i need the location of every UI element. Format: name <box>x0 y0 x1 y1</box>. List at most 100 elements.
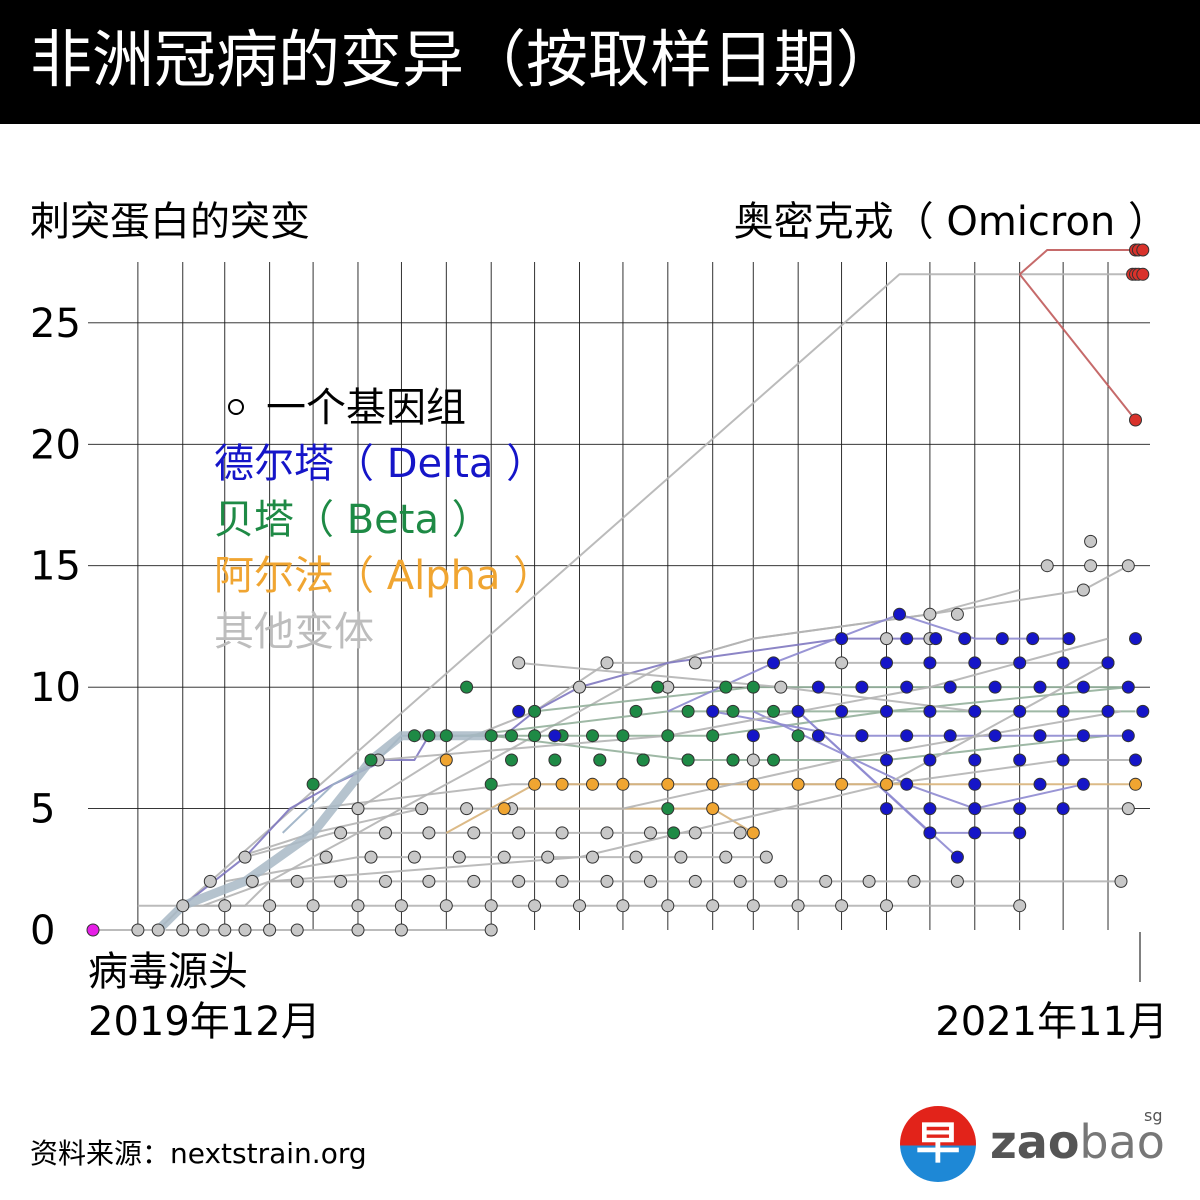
genome-point <box>1129 632 1142 646</box>
legend-genome-row: 一个基因组 <box>214 380 553 436</box>
genome-point <box>600 874 614 888</box>
genome-point <box>1076 777 1090 791</box>
logo-zao: zao <box>990 1115 1080 1169</box>
genome-point <box>351 923 365 937</box>
genome-point <box>746 777 760 791</box>
genome-marker-icon <box>228 399 244 415</box>
genome-point <box>719 850 733 864</box>
genome-point <box>968 802 982 816</box>
genome-point <box>1136 267 1150 281</box>
genome-point <box>900 632 914 646</box>
genome-point <box>1136 704 1150 718</box>
genome-point <box>1136 243 1150 257</box>
omicron-annotation: 奥密克戎（ Omicron ） <box>733 199 1168 245</box>
genome-point <box>1013 656 1027 670</box>
genome-point <box>616 899 630 913</box>
genome-point <box>726 704 740 718</box>
genome-point <box>306 777 320 791</box>
genome-point <box>661 802 675 816</box>
genome-point <box>1013 753 1027 767</box>
genome-point <box>306 899 320 913</box>
title-bar: 非洲冠病的变异（按取样日期） <box>0 0 1200 124</box>
genome-point <box>528 729 542 743</box>
genome-point <box>1033 777 1047 791</box>
genome-point <box>923 753 937 767</box>
genome-point <box>719 680 733 694</box>
genome-point <box>733 826 747 840</box>
genome-point <box>774 874 788 888</box>
genome-point <box>746 729 760 743</box>
genome-point <box>1121 802 1135 816</box>
genome-point <box>394 923 408 937</box>
genome-point <box>923 826 937 840</box>
genome-point <box>548 753 562 767</box>
genome-point <box>555 777 569 791</box>
genome-point <box>497 802 511 816</box>
genome-point <box>351 802 365 816</box>
genome-point <box>968 777 982 791</box>
genome-point <box>460 802 474 816</box>
lineage-line <box>182 273 1143 907</box>
lineage-line <box>358 710 1122 810</box>
genome-point <box>439 753 453 767</box>
genome-point <box>484 923 498 937</box>
genome-point <box>811 680 825 694</box>
genome-point <box>1121 559 1135 573</box>
genome-point <box>505 753 518 767</box>
genome-point <box>688 874 702 888</box>
genome-point <box>1076 680 1090 694</box>
genome-point <box>512 704 526 718</box>
genome-point <box>667 826 681 840</box>
genome-point <box>1013 704 1027 718</box>
genome-point <box>706 899 720 913</box>
lineage-line <box>491 734 1109 761</box>
genome-point <box>616 777 630 791</box>
genome-point <box>791 729 805 743</box>
genome-point <box>726 753 740 767</box>
genome-point <box>746 753 760 767</box>
lineage-line <box>1019 249 1143 276</box>
genome-point <box>1114 874 1128 888</box>
logo-badge <box>900 1106 976 1182</box>
genome-point <box>706 704 720 718</box>
genome-point <box>593 753 607 767</box>
y-tick-label: 25 <box>30 301 81 347</box>
genome-point <box>263 923 277 937</box>
genome-point <box>791 704 805 718</box>
logo-char: 早 <box>916 1118 960 1169</box>
genome-point <box>196 923 210 937</box>
genome-point <box>1013 899 1027 913</box>
genome-point <box>644 826 657 840</box>
genome-point <box>1026 632 1040 646</box>
genome-point <box>422 729 436 743</box>
genome-point <box>644 874 657 888</box>
genome-point <box>835 704 849 718</box>
genome-point <box>1062 632 1076 646</box>
genome-point <box>900 729 914 743</box>
genome-point <box>746 680 760 694</box>
y-tick-label: 0 <box>30 908 55 954</box>
genome-point <box>661 899 675 913</box>
genome-point <box>1121 680 1135 694</box>
genome-point <box>706 802 720 816</box>
genome-point <box>541 850 555 864</box>
genome-point <box>407 850 421 864</box>
genome-point <box>681 704 695 718</box>
genome-point <box>151 923 165 937</box>
genome-point <box>364 850 378 864</box>
genome-point <box>290 874 304 888</box>
y-tick-label: 15 <box>30 544 81 590</box>
genome-point <box>131 923 145 937</box>
genome-point <box>767 704 780 718</box>
genome-point <box>968 656 982 670</box>
genome-point <box>528 899 542 913</box>
genome-point <box>512 826 526 840</box>
genome-point <box>422 826 436 840</box>
genome-point <box>422 874 436 888</box>
genome-point <box>1129 413 1142 427</box>
lineage-line <box>224 856 767 883</box>
genome-point <box>573 899 586 913</box>
genome-point <box>528 704 542 718</box>
genome-point <box>929 632 943 646</box>
genome-point <box>811 729 825 743</box>
